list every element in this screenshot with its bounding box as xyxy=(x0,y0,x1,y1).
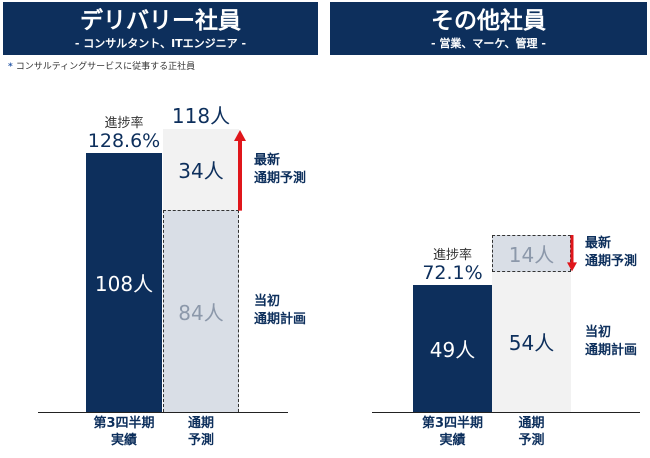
category-q3-line1: 第3四半期 xyxy=(93,416,155,431)
side-label-latest-line2: 通期予測 xyxy=(254,170,307,186)
baseline-other xyxy=(372,412,640,413)
value-label-decrease-other: 14人 xyxy=(508,242,555,267)
bar-q3-actual-other xyxy=(413,284,492,412)
side-label-initial-other: 当初 通期計画 xyxy=(585,324,637,360)
side-label-latest-line1: 最新 xyxy=(585,236,612,252)
category-forecast-line1: 通期 xyxy=(187,416,214,431)
progress-label-delivery: 進捗率 xyxy=(104,116,144,132)
value-label-increase-delivery: 34人 xyxy=(178,159,224,184)
category-label-q3-delivery: 第3四半期 実績 xyxy=(74,415,174,449)
side-label-initial-delivery: 当初 通期計画 xyxy=(254,293,306,329)
bar-latest-forecast-other xyxy=(492,271,571,412)
side-label-latest-other: 最新 通期予測 xyxy=(585,235,637,271)
category-forecast-line2: 予測 xyxy=(187,433,214,448)
progress-rate-other: 72.1% xyxy=(422,261,483,284)
baseline-delivery xyxy=(38,412,288,413)
panel-header-other: その他社員 - 営業、マーケ、管理 - xyxy=(330,2,647,55)
bar-q3-actual-delivery xyxy=(86,152,162,412)
category-q3-line2: 実績 xyxy=(439,433,466,448)
value-label-initial-plan-delivery: 84人 xyxy=(178,300,224,325)
category-label-forecast-other: 通期 予測 xyxy=(482,415,582,449)
value-label-q3-actual-other: 49人 xyxy=(429,337,476,362)
initial-plan-dashed-line-delivery xyxy=(163,210,239,412)
down-arrow-icon xyxy=(567,235,577,272)
side-label-initial-line1: 当初 xyxy=(254,294,281,310)
side-label-initial-line2: 通期計画 xyxy=(254,312,307,328)
bar-forecast-decrease-other xyxy=(492,235,571,272)
footnote-text: コンサルティングサービスに従事する正社員 xyxy=(15,62,196,72)
panel-header-delivery: デリバリー社員 - コンサルタント、ITエンジニア - xyxy=(3,2,318,55)
value-label-latest-forecast-delivery: 118人 xyxy=(171,104,231,129)
footnote: * コンサルティングサービスに従事する正社員 xyxy=(8,59,195,72)
side-label-latest-line1: 最新 xyxy=(254,152,281,168)
side-label-latest-line2: 通期予測 xyxy=(585,254,638,270)
value-label-latest-forecast-other: 54人 xyxy=(508,331,555,356)
category-forecast-line1: 通期 xyxy=(518,416,545,431)
progress-rate-delivery: 128.6% xyxy=(87,129,161,152)
side-label-latest-delivery: 最新 通期予測 xyxy=(254,152,306,188)
category-q3-line2: 実績 xyxy=(110,433,137,448)
category-label-forecast-delivery: 通期 予測 xyxy=(151,415,251,449)
bar-forecast-increase-delivery xyxy=(163,128,239,211)
footnote-mark: * xyxy=(8,62,13,72)
side-label-initial-line2: 通期計画 xyxy=(585,342,638,358)
side-label-initial-line1: 当初 xyxy=(585,324,612,340)
value-label-q3-actual-delivery: 108人 xyxy=(94,271,154,296)
bar-initial-plan-delivery xyxy=(163,210,239,412)
panel-subtitle-delivery: - コンサルタント、ITエンジニア - xyxy=(74,37,247,50)
panel-subtitle-other: - 営業、マーケ、管理 - xyxy=(431,37,546,50)
panel-title-other: その他社員 xyxy=(431,8,546,34)
category-q3-line1: 第3四半期 xyxy=(421,416,484,431)
up-arrow-icon xyxy=(234,129,246,211)
category-forecast-line2: 予測 xyxy=(518,433,545,448)
category-label-q3-other: 第3四半期 実績 xyxy=(403,415,503,449)
progress-label-other: 進捗率 xyxy=(432,248,472,264)
panel-title-delivery: デリバリー社員 xyxy=(80,8,241,34)
